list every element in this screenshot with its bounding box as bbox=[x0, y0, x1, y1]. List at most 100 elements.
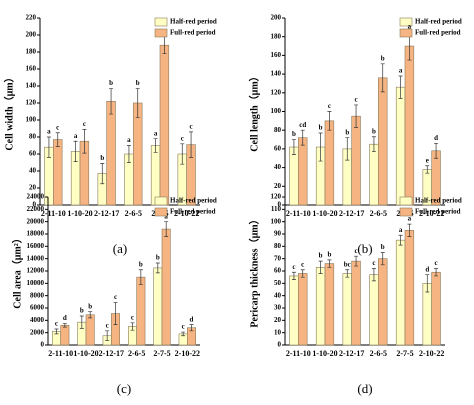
legend-label: Full-red period bbox=[170, 208, 216, 216]
legend-label: Half-red period bbox=[415, 197, 462, 205]
legend-label: Half-red period bbox=[170, 18, 217, 26]
significance-letter: c bbox=[372, 259, 375, 267]
y-tick-label: 60 bbox=[29, 150, 37, 158]
y-tick-label: 120 bbox=[271, 193, 282, 201]
y-tick-label: 80 bbox=[29, 133, 37, 141]
y-tick-label: 60 bbox=[274, 145, 282, 153]
panel-label: (b) bbox=[357, 241, 372, 256]
significance-letter: b bbox=[372, 127, 376, 135]
legend-label: Half-red period bbox=[170, 197, 217, 205]
bar bbox=[351, 115, 361, 206]
error-bar bbox=[371, 268, 376, 282]
y-tick-label: 20000 bbox=[27, 217, 45, 225]
error-bar bbox=[46, 136, 51, 158]
significance-letter: c bbox=[114, 293, 117, 301]
bar bbox=[369, 274, 379, 346]
error-bar bbox=[398, 75, 403, 99]
error-bar bbox=[153, 138, 158, 153]
bar bbox=[395, 239, 406, 346]
bar bbox=[298, 273, 308, 346]
significance-letter: b bbox=[327, 251, 331, 259]
error-bar bbox=[380, 63, 385, 93]
y-tick-label: 80 bbox=[274, 242, 282, 250]
bar bbox=[404, 230, 415, 346]
legend-swatch bbox=[154, 196, 168, 206]
y-tick-label: 24000 bbox=[27, 193, 45, 201]
significance-letter: b bbox=[88, 302, 92, 310]
error-bar bbox=[100, 163, 105, 185]
significance-letter: c bbox=[301, 260, 304, 268]
y-tick-label: 180 bbox=[26, 48, 37, 56]
bar bbox=[53, 139, 63, 206]
significance-letter: b bbox=[156, 254, 160, 262]
significance-letter: b bbox=[381, 243, 385, 251]
bar bbox=[289, 146, 299, 206]
x-tick-label: 1-10-20 bbox=[312, 209, 337, 218]
panel-label: (a) bbox=[113, 241, 127, 256]
error-bar bbox=[380, 252, 385, 266]
bar bbox=[369, 143, 379, 206]
legend-swatch bbox=[399, 17, 413, 27]
legend-label: Full-red period bbox=[415, 29, 461, 37]
bar bbox=[153, 267, 163, 346]
significance-letter: b bbox=[136, 79, 140, 87]
legend-swatch bbox=[399, 28, 413, 38]
y-tick-label: 20 bbox=[29, 184, 37, 192]
legend-label: Full-red period bbox=[170, 29, 216, 37]
significance-letter: c bbox=[181, 134, 184, 142]
y-axis-title: Pericarp thickness（μm） bbox=[247, 214, 260, 327]
bar bbox=[150, 145, 161, 206]
significance-letter: c bbox=[55, 320, 58, 328]
error-bar bbox=[82, 129, 87, 154]
x-tick-label: 2-11-10 bbox=[41, 209, 66, 218]
error-bar bbox=[300, 269, 305, 278]
bar bbox=[136, 276, 146, 346]
x-tick-label: 2-10-22 bbox=[174, 209, 199, 218]
error-bar bbox=[425, 274, 430, 293]
x-tick-label: 2-11-10 bbox=[286, 209, 311, 218]
y-tick-label: 40 bbox=[274, 163, 282, 171]
error-bar bbox=[189, 131, 194, 158]
significance-letter: e bbox=[426, 156, 429, 164]
error-bar bbox=[79, 315, 84, 329]
bar bbox=[133, 102, 143, 206]
error-bar bbox=[88, 311, 93, 319]
y-tick-label: 80 bbox=[274, 126, 282, 134]
significance-letter: d bbox=[190, 315, 194, 323]
legend-label: Full-red period bbox=[415, 208, 461, 216]
error-bar bbox=[113, 302, 118, 325]
y-tick-label: 220 bbox=[26, 14, 37, 22]
y-tick-label: 4000 bbox=[30, 316, 45, 324]
significance-letter: a bbox=[408, 215, 412, 223]
legend-swatch bbox=[154, 17, 168, 27]
error-bar bbox=[434, 142, 439, 159]
y-tick-label: 100 bbox=[26, 116, 37, 124]
significance-letter: c bbox=[355, 96, 358, 104]
error-bar bbox=[291, 139, 296, 155]
significance-letter: b bbox=[319, 124, 323, 132]
y-tick-label: 140 bbox=[26, 82, 37, 90]
error-bar bbox=[73, 140, 78, 162]
significance-letter: c bbox=[328, 102, 331, 110]
bar bbox=[159, 44, 170, 206]
error-bar bbox=[291, 271, 296, 280]
y-tick-label: 160 bbox=[271, 51, 282, 59]
error-bar bbox=[327, 259, 332, 268]
significance-letter: b bbox=[109, 79, 113, 87]
y-tick-label: 0 bbox=[33, 201, 37, 209]
y-tick-label: 100 bbox=[271, 107, 282, 115]
y-tick-label: 0 bbox=[41, 341, 45, 349]
y-tick-label: 60 bbox=[274, 267, 282, 275]
significance-letter: d bbox=[425, 265, 429, 273]
x-tick-label: 2-10-22 bbox=[419, 209, 444, 218]
error-bar bbox=[434, 268, 439, 277]
error-bar bbox=[155, 262, 160, 274]
significance-letter: c bbox=[435, 259, 438, 267]
significance-letter: b bbox=[319, 252, 323, 260]
y-tick-label: 200 bbox=[26, 31, 37, 39]
error-bar bbox=[318, 260, 323, 274]
x-tick-label: 2-11-10 bbox=[286, 349, 311, 358]
error-bar bbox=[425, 165, 430, 174]
y-tick-label: 22000 bbox=[27, 205, 45, 213]
